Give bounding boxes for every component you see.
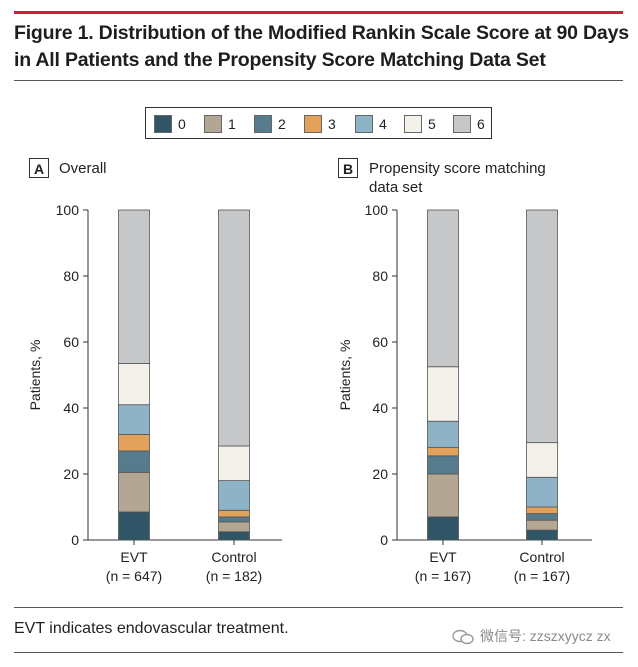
panel-a-bar-control-segment-5 [218, 445, 250, 482]
legend-swatch-5 [404, 115, 422, 133]
legend-label-6: 6 [477, 116, 485, 132]
panel-b-bar-control-segment-3 [526, 506, 558, 514]
panel-a-title: Overall [59, 159, 107, 178]
legend-swatch-0 [154, 115, 172, 133]
figure-title-line-2: in All Patients and the Propensity Score… [14, 49, 546, 71]
panel-a-bar-control-segment-3 [218, 509, 250, 518]
panel-b-title-line-1: Propensity score matching [369, 160, 546, 177]
panel-b-bar-evt-segment-0 [427, 516, 459, 541]
panel-b-bar-evt-segment-3 [427, 447, 459, 457]
legend: 0 1 2 3 4 5 6 [145, 107, 492, 139]
panel-a-bar-control-segment-6 [218, 209, 250, 447]
panel-b-bar-evt-segment-4 [427, 420, 459, 449]
panel-b-bar-control-segment-0 [526, 529, 558, 541]
panel-a-y-tick-label-40: 40 [63, 400, 79, 416]
panel-b-category-label-control: Control [519, 549, 564, 565]
panel-a-y-tick-label-80: 80 [63, 268, 79, 284]
charts-svg: 0 20 40 60 80 100 Patients, % EVT (n = 647) Contr… [27, 202, 592, 584]
legend-label-2: 2 [278, 116, 286, 132]
legend-label-1: 1 [228, 116, 236, 132]
panel-a-bar-control-segment-1 [218, 521, 250, 533]
panel-b-bar-control-segment-1 [526, 519, 558, 531]
legend-swatch-2 [254, 115, 272, 133]
panel-b-y-tick-label-0: 0 [380, 532, 388, 548]
panel-a-bar-evt-segment-4 [118, 404, 150, 435]
panel-b-y-tick-label-20: 20 [372, 466, 388, 482]
panel-b-title-line-2: data set [369, 179, 423, 196]
legend-label-3: 3 [328, 116, 336, 132]
panel-a-y-tick-label-20: 20 [63, 466, 79, 482]
panel-a-bar-evt-segment-2 [118, 450, 150, 473]
panel-b-y-tick-label-80: 80 [372, 268, 388, 284]
panel-a-title-line-1: Overall [59, 160, 107, 177]
panel-b-bar-evt-segment-5 [427, 366, 459, 422]
legend-swatch-6 [453, 115, 471, 133]
panel-b-y-tick-label-100: 100 [365, 202, 389, 218]
watermark: 微信号: zzszxyycz zx [452, 626, 611, 646]
top-accent-rule [14, 11, 623, 14]
figure-title-line-1: Figure 1. Distribution of the Modified R… [14, 22, 629, 44]
panel-b-bar-control-segment-2 [526, 513, 558, 521]
panel-b-y-axis-label: Patients, % [337, 340, 353, 411]
panel-a-category-label-evt: EVT [120, 549, 148, 565]
panel-b-bar-control-segment-5 [526, 442, 558, 478]
panel-a-category-label-control: Control [211, 549, 256, 565]
panel-a-tag: A [29, 158, 49, 178]
panel-a-y-tick-label-0: 0 [71, 532, 79, 548]
panel-b-bar-evt-segment-6 [427, 209, 459, 368]
footnote: EVT indicates endovascular treatment. [14, 620, 289, 637]
panel-b-y-tick-label-40: 40 [372, 400, 388, 416]
watermark-text: 微信号: zzszxyycz zx [480, 628, 611, 644]
panel-a-bar-evt-segment-5 [118, 363, 150, 406]
panel-a-bar-control-segment-2 [218, 516, 250, 523]
panel-b-category-n-control: (n = 167) [514, 568, 570, 584]
legend-label-0: 0 [178, 116, 186, 132]
figure-title: Figure 1. Distribution of the Modified R… [14, 20, 629, 74]
panel-a-bar-evt-segment-1 [118, 471, 150, 513]
panel-a-bar-evt-segment-0 [118, 511, 150, 541]
panel-b-bar-evt-segment-1 [427, 473, 459, 518]
legend-swatch-1 [204, 115, 222, 133]
legend-label-4: 4 [379, 116, 387, 132]
panel-a-category-n-control: (n = 182) [206, 568, 262, 584]
panel-b-bar-evt-segment-2 [427, 455, 459, 475]
panel-a-bar-control-segment-4 [218, 480, 250, 511]
wechat-icon [452, 630, 474, 645]
bottom-divider [14, 652, 623, 653]
panel-b-category-n-evt: (n = 167) [415, 568, 471, 584]
panel-a-category-n-evt: (n = 647) [106, 568, 162, 584]
panel-b-y-tick-label-60: 60 [372, 334, 388, 350]
footnote-divider [14, 607, 623, 608]
panel-b-bar-control-segment-6 [526, 209, 558, 444]
legend-swatch-3 [304, 115, 322, 133]
panel-a-y-tick-label-100: 100 [56, 202, 80, 218]
panel-b-category-label-evt: EVT [429, 549, 457, 565]
panel-b-bar-control-segment-4 [526, 476, 558, 508]
title-divider [14, 80, 623, 81]
panel-a-y-tick-label-60: 60 [63, 334, 79, 350]
legend-label-5: 5 [428, 116, 436, 132]
panel-a-y-axis-label: Patients, % [27, 340, 43, 411]
panel-a-bar-evt-segment-6 [118, 209, 150, 364]
panel-b-tag: B [338, 158, 358, 178]
legend-swatch-4 [355, 115, 373, 133]
panel-a-bar-control-segment-0 [218, 531, 250, 541]
panel-a-bar-evt-segment-3 [118, 433, 150, 452]
panel-b-title: Propensity score matching data set [369, 159, 546, 197]
